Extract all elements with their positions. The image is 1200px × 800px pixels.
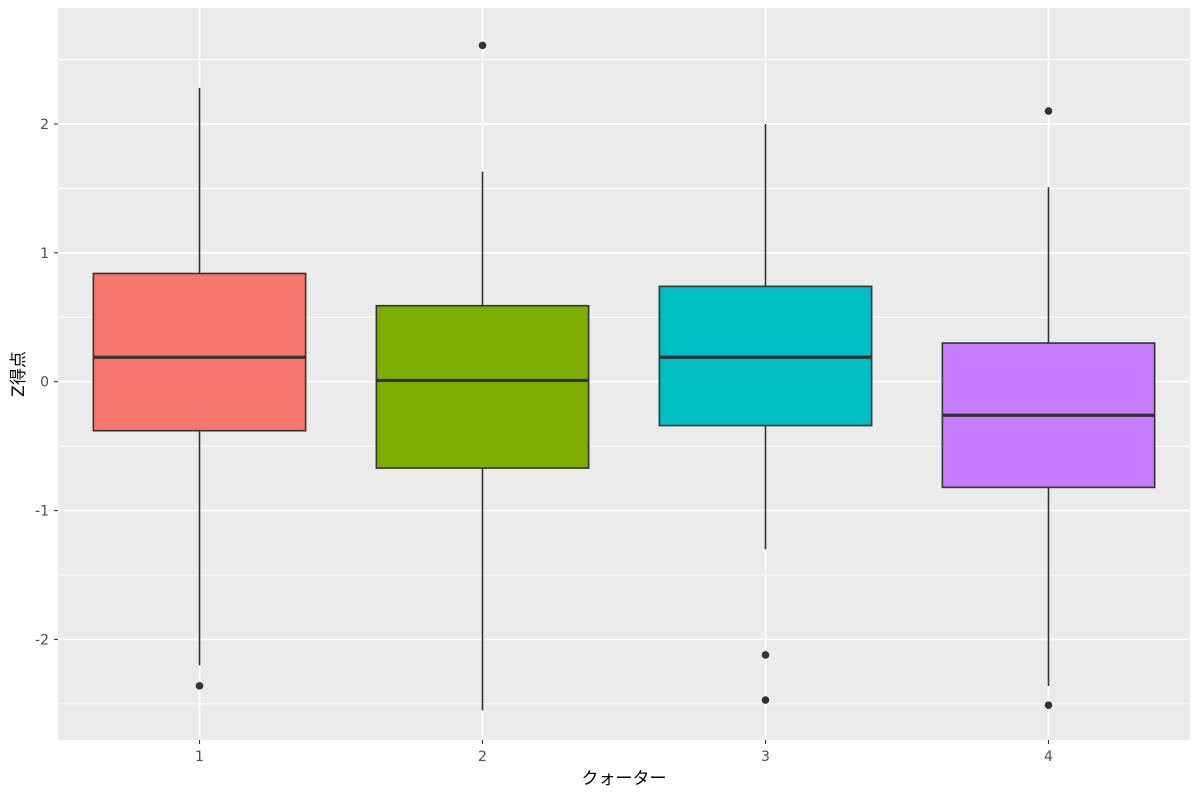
boxes	[92, 41, 1156, 711]
box-iqr	[92, 272, 307, 432]
outlier-point	[761, 696, 770, 704]
box-iqr	[375, 304, 590, 469]
x-tick-label: 3	[761, 749, 770, 765]
x-tick-label: 4	[1044, 749, 1053, 765]
y-tick-label: 2	[40, 117, 49, 133]
outlier-point	[761, 651, 770, 659]
box-group-3	[658, 123, 873, 704]
x-tick-label: 2	[478, 749, 487, 765]
outlier-point	[195, 682, 204, 690]
x-axis-ticks: 1 2 3 4	[195, 740, 1053, 765]
x-axis-title: クォーター	[582, 769, 667, 789]
box-group-1	[92, 87, 307, 690]
y-tick-label: -2	[35, 632, 49, 648]
y-axis-title: Z得点	[9, 351, 29, 397]
y-tick-label: 0	[40, 375, 49, 391]
box-group-2	[375, 41, 590, 711]
y-axis-ticks: -2 -1 0 1 2	[35, 117, 58, 648]
outlier-point	[1044, 701, 1053, 710]
x-tick-label: 1	[195, 749, 204, 765]
y-tick-label: -1	[35, 504, 49, 520]
outlier-point	[478, 41, 487, 50]
outlier-point	[1044, 107, 1053, 115]
y-tick-label: 1	[40, 246, 49, 262]
box-group-4	[941, 107, 1156, 710]
